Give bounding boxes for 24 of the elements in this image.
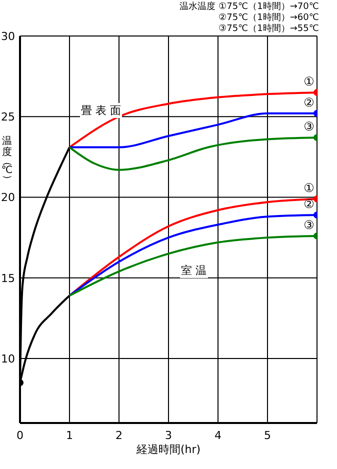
y-axis-title: 温度（℃） [1,136,13,184]
series-label: ③ [304,218,314,232]
x-axis-title: 経過時間(hr) [135,443,201,456]
y-tick-label: 30 [1,30,15,43]
annotation: 室 温 [180,263,208,278]
series-label: ① [304,180,314,195]
series-label: ① [304,74,314,88]
series-label: ② [304,196,314,211]
series-label: ③ [304,120,314,134]
text: ③75℃（1時間）→55℃ [218,24,319,35]
x-tick-label: 1 [66,428,73,442]
text: ②75℃（1時間）→60℃ [218,13,319,24]
x-tick-label: 4 [214,428,222,442]
y-tick-label: 25 [1,110,15,124]
x-tick-label: 5 [264,428,271,442]
x-tick-label: 3 [165,428,172,442]
x-tick-label: 0 [16,428,24,442]
annotation: 畳 表 面 [80,103,122,118]
y-tick-label: 20 [1,191,15,204]
series-label: ② [304,95,314,110]
y-tick-label: 15 [1,272,15,285]
y-tick-label: 10 [1,352,15,366]
x-tick-label: 2 [116,428,122,442]
text: 温水温度 ①75℃（1時間）→70℃ [180,2,319,12]
